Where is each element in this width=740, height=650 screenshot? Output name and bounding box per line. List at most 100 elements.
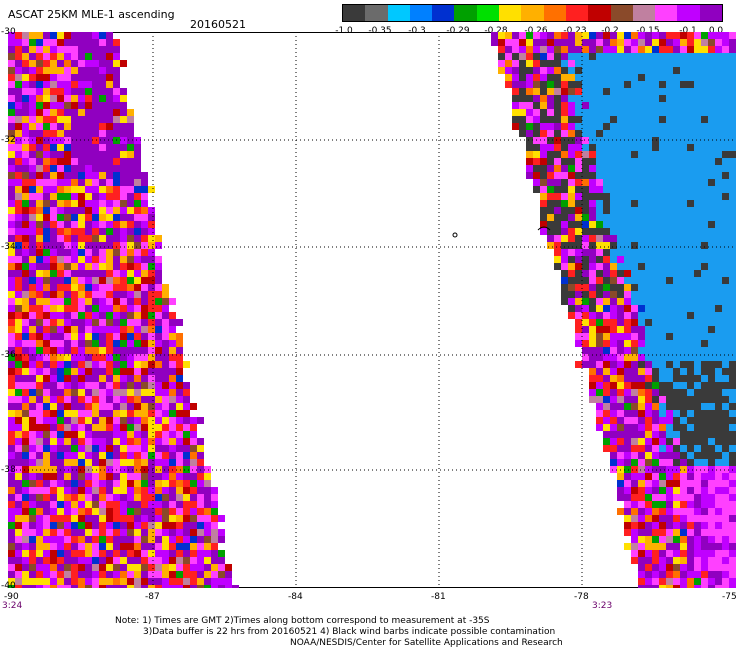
swath-cell: [582, 116, 589, 123]
swath-cell: [29, 32, 36, 39]
swath-cell: [540, 228, 547, 235]
swath-cell: [204, 480, 211, 487]
swath-cell: [610, 186, 617, 193]
swath-cell: [561, 74, 568, 81]
swath-cell: [50, 347, 57, 354]
swath-cell: [29, 151, 36, 158]
swath-cell: [687, 543, 694, 550]
swath-cell: [631, 60, 638, 67]
swath-cell: [512, 32, 519, 39]
swath-cell: [582, 242, 589, 249]
swath-cell: [183, 522, 190, 529]
swath-cell: [652, 319, 659, 326]
swath-cell: [659, 39, 666, 46]
swath-cell: [722, 235, 729, 242]
swath-cell: [708, 333, 715, 340]
swath-cell: [701, 396, 708, 403]
swath-cell: [561, 165, 568, 172]
swath-cell: [176, 354, 183, 361]
swath-cell: [596, 179, 603, 186]
swath-cell: [631, 410, 638, 417]
swath-cell: [554, 39, 561, 46]
swath-cell: [169, 298, 176, 305]
swath-cell: [617, 249, 624, 256]
swath-cell: [666, 536, 673, 543]
swath-cell: [43, 417, 50, 424]
swath-cell: [582, 172, 589, 179]
swath-cell: [652, 256, 659, 263]
swath-cell: [568, 116, 575, 123]
swath-cell: [22, 249, 29, 256]
swath-cell: [589, 207, 596, 214]
swath-cell: [148, 312, 155, 319]
swath-cell: [694, 501, 701, 508]
swath-cell: [141, 312, 148, 319]
swath-cell: [680, 53, 687, 60]
colorbar-label: 0.0: [708, 26, 724, 36]
swath-cell: [589, 214, 596, 221]
swath-cell: [64, 284, 71, 291]
swath-cell: [610, 228, 617, 235]
swath-cell: [50, 109, 57, 116]
swath-cell: [561, 179, 568, 186]
swath-cell: [113, 305, 120, 312]
swath-cell: [50, 228, 57, 235]
swath-cell: [624, 207, 631, 214]
swath-cell: [589, 319, 596, 326]
swath-cell: [701, 319, 708, 326]
swath-cell: [554, 88, 561, 95]
swath-cell: [645, 74, 652, 81]
swath-cell: [92, 249, 99, 256]
swath-cell: [638, 186, 645, 193]
swath-cell: [610, 151, 617, 158]
swath-cell: [106, 361, 113, 368]
swath-cell: [8, 207, 15, 214]
swath-cell: [50, 494, 57, 501]
swath-cell: [666, 452, 673, 459]
swath-cell: [708, 382, 715, 389]
swath-cell: [715, 249, 722, 256]
swath-cell: [15, 361, 22, 368]
swath-cell: [162, 382, 169, 389]
swath-cell: [659, 319, 666, 326]
swath-cell: [638, 550, 645, 557]
swath-cell: [197, 487, 204, 494]
swath-cell: [575, 123, 582, 130]
swath-cell: [85, 550, 92, 557]
swath-cell: [78, 179, 85, 186]
swath-cell: [694, 228, 701, 235]
swath-cell: [575, 151, 582, 158]
swath-cell: [197, 459, 204, 466]
swath-cell: [43, 445, 50, 452]
swath-cell: [78, 284, 85, 291]
swath-cell: [36, 284, 43, 291]
swath-cell: [680, 361, 687, 368]
swath-cell: [708, 417, 715, 424]
swath-cell: [78, 298, 85, 305]
swath-cell: [99, 522, 106, 529]
swath-cell: [694, 116, 701, 123]
swath-cell: [190, 515, 197, 522]
swath-cell: [134, 242, 141, 249]
swath-cell: [603, 39, 610, 46]
swath-cell: [666, 67, 673, 74]
swath-cell: [645, 123, 652, 130]
swath-cell: [701, 508, 708, 515]
swath-cell: [211, 508, 218, 515]
swath-cell: [78, 214, 85, 221]
swath-cell: [155, 291, 162, 298]
swath-cell: [85, 382, 92, 389]
map-title: ASCAT 25KM MLE-1 ascending: [8, 8, 175, 21]
swath-cell: [29, 564, 36, 571]
swath-cell: [36, 536, 43, 543]
swath-cell: [36, 207, 43, 214]
swath-cell: [561, 46, 568, 53]
swath-cell: [148, 214, 155, 221]
swath-cell: [708, 515, 715, 522]
swath-cell: [638, 235, 645, 242]
swath-cell: [589, 333, 596, 340]
swath-cell: [36, 165, 43, 172]
swath-cell: [92, 179, 99, 186]
swath-cell: [603, 207, 610, 214]
swath-cell: [127, 543, 134, 550]
